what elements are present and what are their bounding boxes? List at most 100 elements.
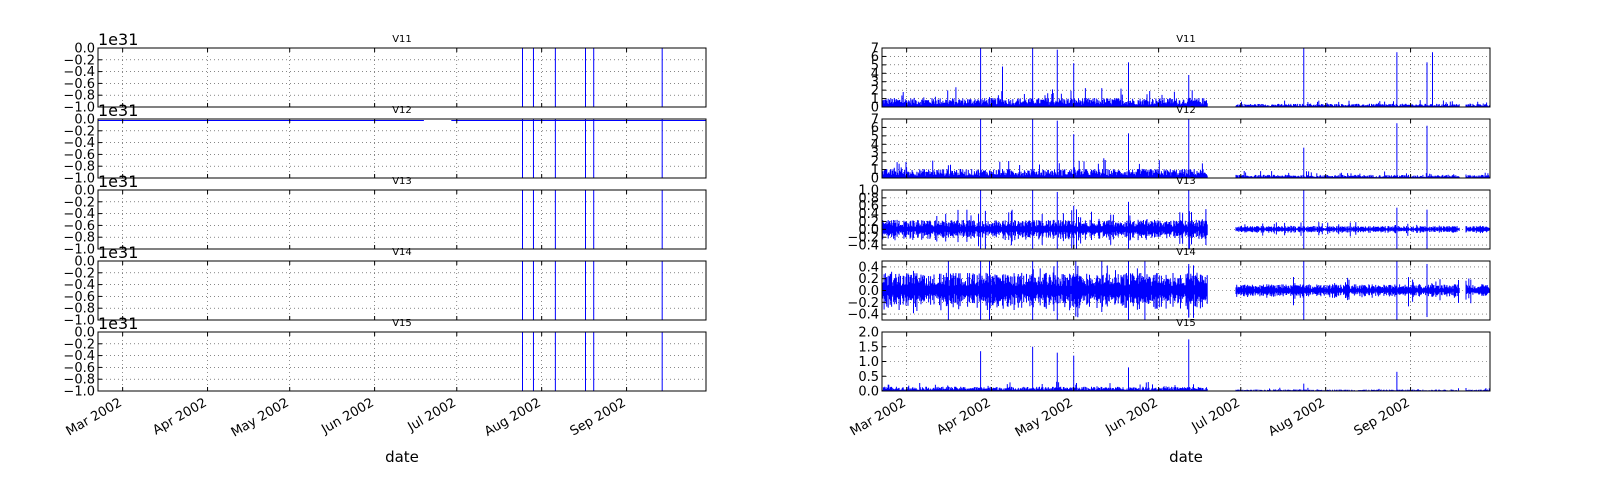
- panel-title: V12: [392, 105, 412, 116]
- left-panel-v11: 0.0−0.2−0.4−0.6−0.8−1.0 V11 1e31: [63, 30, 707, 116]
- y-tick-label: −0.6: [63, 77, 95, 92]
- left-panel-frame: [97, 118, 707, 179]
- y-tick-label: 3: [871, 146, 879, 161]
- y-tick-label: −0.4: [63, 65, 95, 80]
- y-tick-label: 0.4: [858, 260, 879, 275]
- y-tick-label: −0.6: [63, 219, 95, 234]
- y-tick-label: 0.4: [858, 207, 879, 222]
- y-tick-label: 1.0: [858, 355, 879, 370]
- y-offset-label: 1e31: [98, 314, 138, 333]
- left-series-v11: [522, 48, 663, 107]
- y-offset-label: 1e31: [98, 243, 138, 262]
- y-tick-label: 0.0: [858, 385, 879, 400]
- y-offset-label: 1e31: [98, 101, 138, 120]
- y-tick-label: 6: [871, 50, 879, 65]
- y-tick-label: 1.5: [858, 340, 879, 355]
- y-offset-label: 1e31: [98, 30, 138, 49]
- y-tick-label: 5: [871, 129, 879, 144]
- y-tick-label: −0.4: [63, 278, 95, 293]
- y-tick-label: −0.2: [63, 195, 95, 210]
- y-tick-label: −0.4: [847, 239, 879, 254]
- left-series-v12: [98, 119, 706, 178]
- y-tick-label: 2.0: [858, 326, 879, 341]
- y-tick-label: −0.8: [63, 373, 95, 388]
- panel-title: V14: [392, 247, 412, 258]
- y-tick-label: 0.0: [858, 223, 879, 238]
- panel-title: V11: [392, 34, 412, 45]
- y-tick-label: 0.0: [74, 42, 95, 57]
- y-tick-label: 4: [871, 138, 879, 153]
- y-tick-label: −0.2: [63, 124, 95, 139]
- y-tick-label: 0: [871, 101, 879, 116]
- panel-title: V13: [392, 176, 412, 187]
- y-tick-label: −0.6: [63, 148, 95, 163]
- y-tick-label: −0.8: [63, 231, 95, 246]
- left-panel-frame: [97, 47, 707, 108]
- panel-title: V14: [1176, 247, 1196, 258]
- y-tick-label: −1.0: [63, 101, 95, 116]
- right-series-v11: [882, 48, 1490, 107]
- right-panel-frame: [881, 118, 1491, 179]
- panel-title: V12: [1176, 105, 1196, 116]
- series-trace: [882, 158, 1490, 178]
- y-tick-label: −1.0: [63, 243, 95, 258]
- left-series-v13: [522, 190, 663, 249]
- right-panel-frame: [881, 189, 1491, 250]
- left-panel-frame: [97, 189, 707, 250]
- y-tick-label: −0.6: [63, 290, 95, 305]
- right-panel-v13: 1.00.80.60.40.20.0−0.2−0.4 V13: [847, 176, 1491, 254]
- y-tick-label: −0.2: [847, 296, 879, 311]
- y-tick-label: −0.2: [63, 337, 95, 352]
- y-tick-label: 0.5: [858, 370, 879, 385]
- y-tick-label: 2: [871, 155, 879, 170]
- y-tick-label: −0.4: [63, 207, 95, 222]
- y-tick-label: −0.4: [63, 349, 95, 364]
- left-series-v15: [522, 332, 663, 391]
- y-tick-label: −0.2: [63, 53, 95, 68]
- panel-title: V13: [1176, 176, 1196, 187]
- y-tick-label: 0: [871, 172, 879, 187]
- y-tick-label: −1.0: [63, 172, 95, 187]
- y-tick-label: 0.0: [858, 284, 879, 299]
- y-tick-label: −0.8: [63, 89, 95, 104]
- right-series-v14: [882, 261, 1490, 320]
- y-tick-label: 7: [871, 42, 879, 57]
- panel-title: V15: [1176, 318, 1196, 329]
- y-tick-label: 4: [871, 67, 879, 82]
- y-tick-label: 6: [871, 121, 879, 136]
- y-tick-label: 3: [871, 75, 879, 90]
- y-offset-label: 1e31: [98, 172, 138, 191]
- series-trace: [882, 209, 1490, 249]
- right-xlabel: date: [1169, 448, 1203, 466]
- left-series-v14: [522, 261, 663, 320]
- left-xlabel: date: [385, 448, 419, 466]
- y-tick-label: 0.2: [858, 215, 879, 230]
- y-tick-label: 0.0: [74, 255, 95, 270]
- y-tick-label: −0.4: [847, 308, 879, 323]
- y-tick-label: 0.2: [858, 272, 879, 287]
- y-tick-label: 0.6: [858, 199, 879, 214]
- left-panel-frame: [97, 260, 707, 321]
- y-tick-label: −0.2: [847, 231, 879, 246]
- y-tick-label: 1: [871, 163, 879, 178]
- y-tick-label: −1.0: [63, 385, 95, 400]
- right-panel-frame: [881, 47, 1491, 108]
- y-tick-label: 0.0: [74, 113, 95, 128]
- y-tick-label: 0.0: [74, 326, 95, 341]
- right-series-v13: [882, 190, 1490, 249]
- series-trace: [882, 87, 1490, 107]
- y-tick-label: −1.0: [63, 314, 95, 329]
- y-tick-label: −0.4: [63, 136, 95, 151]
- left-panel-frame: [97, 331, 707, 392]
- y-tick-label: 0.0: [74, 184, 95, 199]
- right-panel-v14: 0.40.20.0−0.2−0.4 V14: [847, 247, 1491, 323]
- panel-title: V11: [1176, 34, 1196, 45]
- panel-title: V15: [392, 318, 412, 329]
